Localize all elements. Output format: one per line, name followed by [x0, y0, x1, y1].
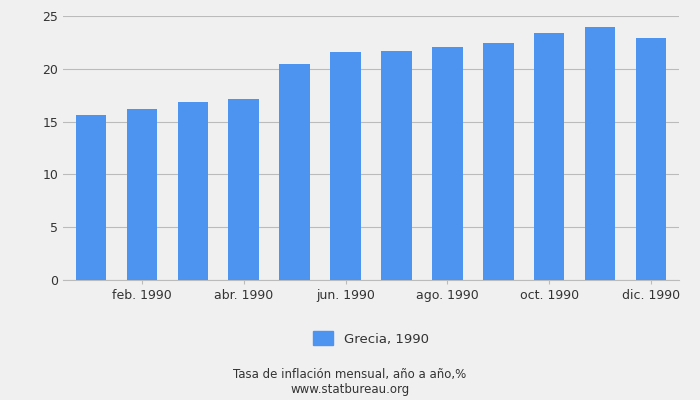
Bar [76, 115, 106, 280]
Bar [228, 100, 259, 280]
Text: Tasa de inflación mensual, año a año,%: Tasa de inflación mensual, año a año,% [233, 368, 467, 381]
Bar [279, 64, 310, 280]
Bar [636, 38, 666, 280]
Legend: Grecia, 1990: Grecia, 1990 [308, 326, 434, 351]
Text: www.statbureau.org: www.statbureau.org [290, 383, 410, 396]
Bar [382, 51, 412, 280]
Bar [330, 52, 360, 280]
Bar [483, 44, 514, 280]
Bar [584, 26, 615, 280]
Bar [178, 102, 208, 280]
Bar [534, 33, 564, 280]
Bar [127, 109, 158, 280]
Bar [432, 47, 463, 280]
